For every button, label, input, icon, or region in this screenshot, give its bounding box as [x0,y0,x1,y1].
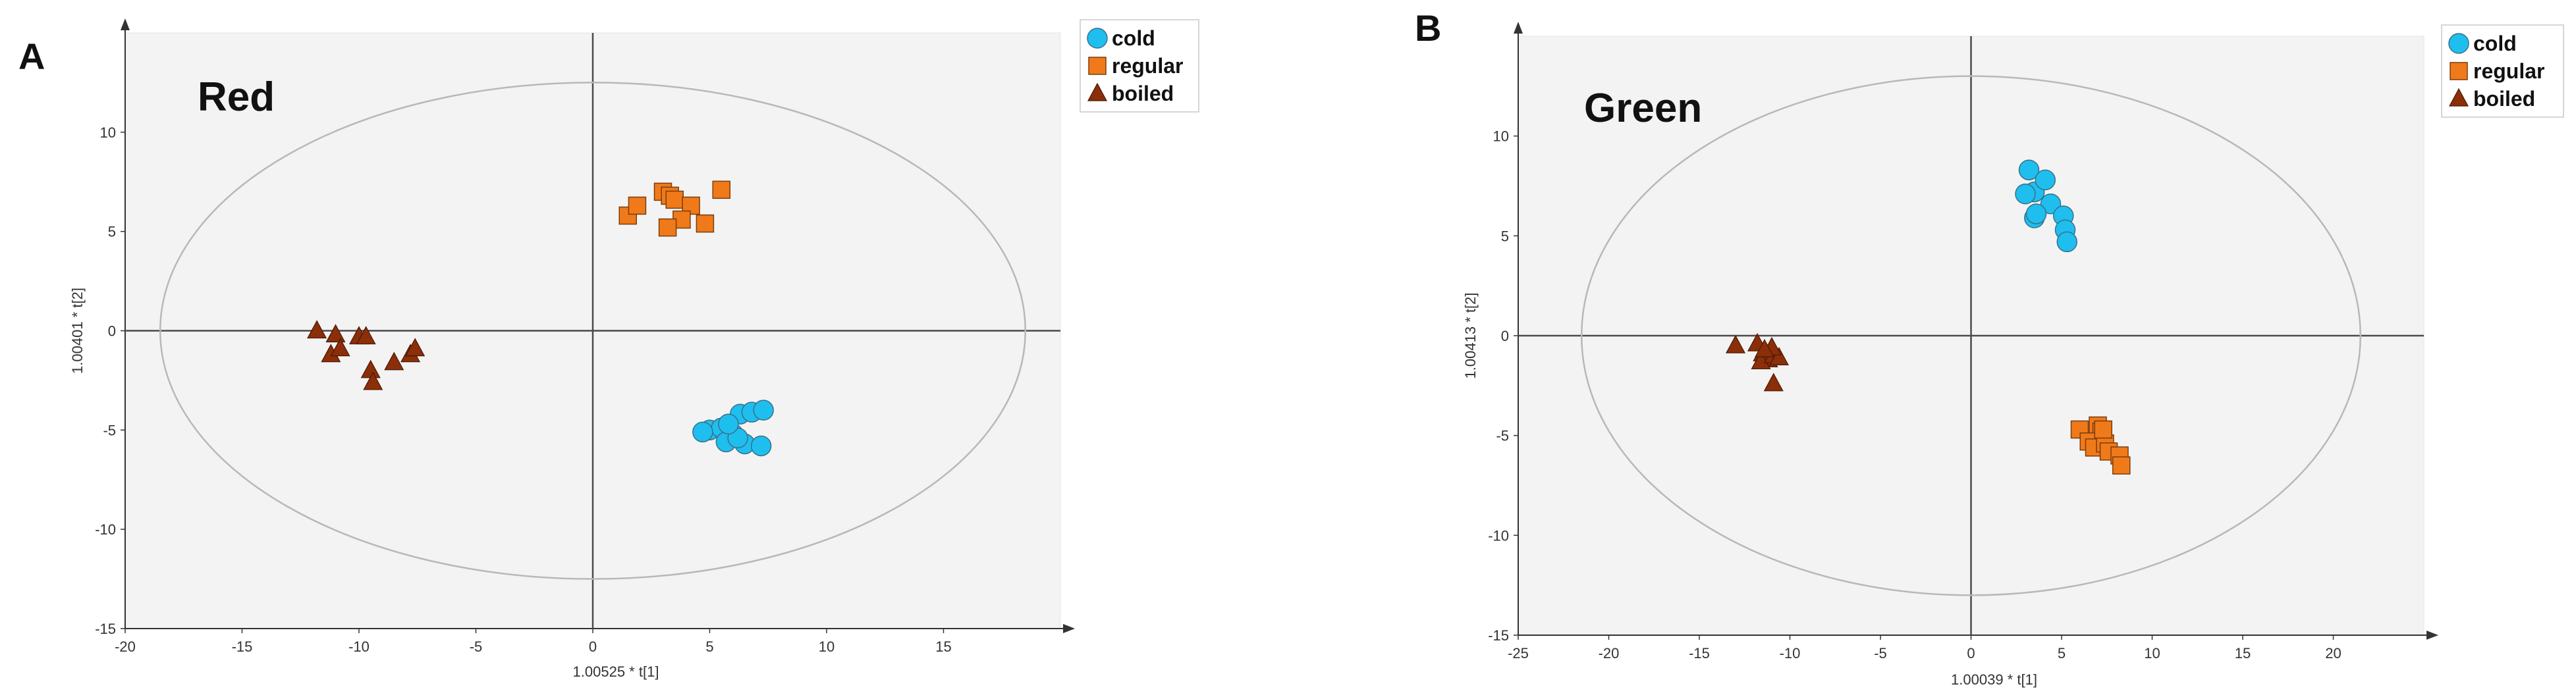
y-tick-label: -10 [95,521,116,538]
legend-regular-marker [2450,62,2468,80]
regular-point [2112,456,2131,475]
y-axis-arrow [121,18,130,30]
series-regular [618,180,730,237]
boiled-point [384,351,404,371]
regular-point [628,196,647,215]
series-cold [692,400,774,457]
x-tick-label: 10 [2144,645,2160,661]
x-axis-label: 1.00039 * t[1] [1951,671,2037,688]
y-tick-label: 0 [1501,328,1509,344]
legend-boiled-label: boiled [1112,82,1174,105]
cold-point [2015,183,2036,205]
x-tick-label: -25 [1508,645,1529,661]
regular-point [658,218,677,237]
boiled-point [325,324,346,343]
cold-point [2035,169,2056,191]
y-axis-arrow [1514,22,1523,34]
legend: cold regular boiled [1080,19,1199,113]
panel-b-green: -25 -20 -15 -10 -5 0 5 10 15 20 -15 -10 -5 0 5 10 1.0003… [1415,7,2564,688]
panel-title: Red [198,74,275,120]
cold-point [718,413,739,435]
legend-regular-label: regular [2473,59,2544,83]
legend-regular-marker [1088,57,1107,75]
cold-point [753,400,774,421]
boiled-point [1763,373,1784,392]
x-tick-label: -10 [348,638,370,655]
x-tick-label: 5 [705,638,713,655]
series-boiled [307,320,425,390]
cold-point [2040,194,2062,215]
x-tick-label: 0 [1967,645,1975,661]
legend-boiled-marker [1087,82,1108,101]
x-tick-label: 20 [2325,645,2341,661]
x-tick-label: -20 [1599,645,1620,661]
series-regular [2070,416,2131,475]
cold-point [2018,159,2040,180]
boiled-point [1725,334,1746,353]
boiled-point [330,338,350,357]
legend-boiled-label: boiled [2473,87,2535,111]
regular-point [712,180,730,199]
legend-cold-marker [1087,28,1108,49]
boiled-point [363,371,383,390]
y-tick-label: -15 [1488,627,1509,644]
cold-point [2025,203,2047,224]
confidence-ellipse [159,82,1026,580]
y-tick-label: 5 [108,224,116,240]
cold-point [750,435,772,457]
legend: cold regular boiled [2441,24,2564,118]
y-axis-label: 1.00413 * t[2] [1462,293,1479,379]
regular-point [696,214,715,233]
boiled-point [1768,347,1790,365]
x-tick-label: 15 [935,638,951,655]
panel-letter: B [1415,7,1441,49]
series-boiled [1725,332,1790,392]
boiled-point [405,338,425,357]
y-tick-label: -5 [1496,428,1509,444]
panel-title: Green [1584,86,1702,131]
x-tick-label: 5 [2058,645,2066,661]
series-cold [2015,159,2077,253]
x-tick-label: -5 [1874,645,1887,661]
cold-point [692,421,713,443]
x-axis-label: 1.00525 * t[1] [573,663,659,680]
legend-cold-marker [2448,33,2469,54]
y-tick-label: -10 [1488,527,1509,544]
y-tick-label: 10 [100,124,116,141]
x-tick-label: -5 [470,638,483,655]
legend-regular-label: regular [1112,54,1183,78]
boiled-point [356,326,376,345]
y-axis-label: 1.00401 * t[2] [69,288,86,374]
legend-cold-label: cold [2473,32,2517,55]
boiled-point [307,320,327,339]
x-tick-label: -10 [1780,645,1801,661]
panel-letter: A [18,36,45,77]
x-axis-arrow [1063,624,1075,633]
x-tick-label: 15 [2235,645,2251,661]
legend-boiled-marker [2448,88,2469,107]
regular-point [2094,420,2112,439]
confidence-ellipse [1581,75,2361,596]
regular-point [665,190,684,209]
x-tick-label: -20 [115,638,136,655]
y-tick-label: -15 [95,621,116,637]
x-tick-label: -15 [232,638,253,655]
boiled-point [1754,338,1775,357]
x-tick-label: 0 [589,638,597,655]
cold-point [2056,231,2077,253]
x-tick-label: 10 [819,638,835,655]
legend-cold-label: cold [1112,26,1155,50]
y-tick-label: 0 [108,323,116,340]
y-tick-label: 5 [1501,228,1509,244]
x-axis-arrow [2426,631,2438,640]
x-tick-label: -15 [1689,645,1710,661]
y-tick-label: -5 [103,422,116,438]
y-tick-label: 10 [1493,128,1509,145]
